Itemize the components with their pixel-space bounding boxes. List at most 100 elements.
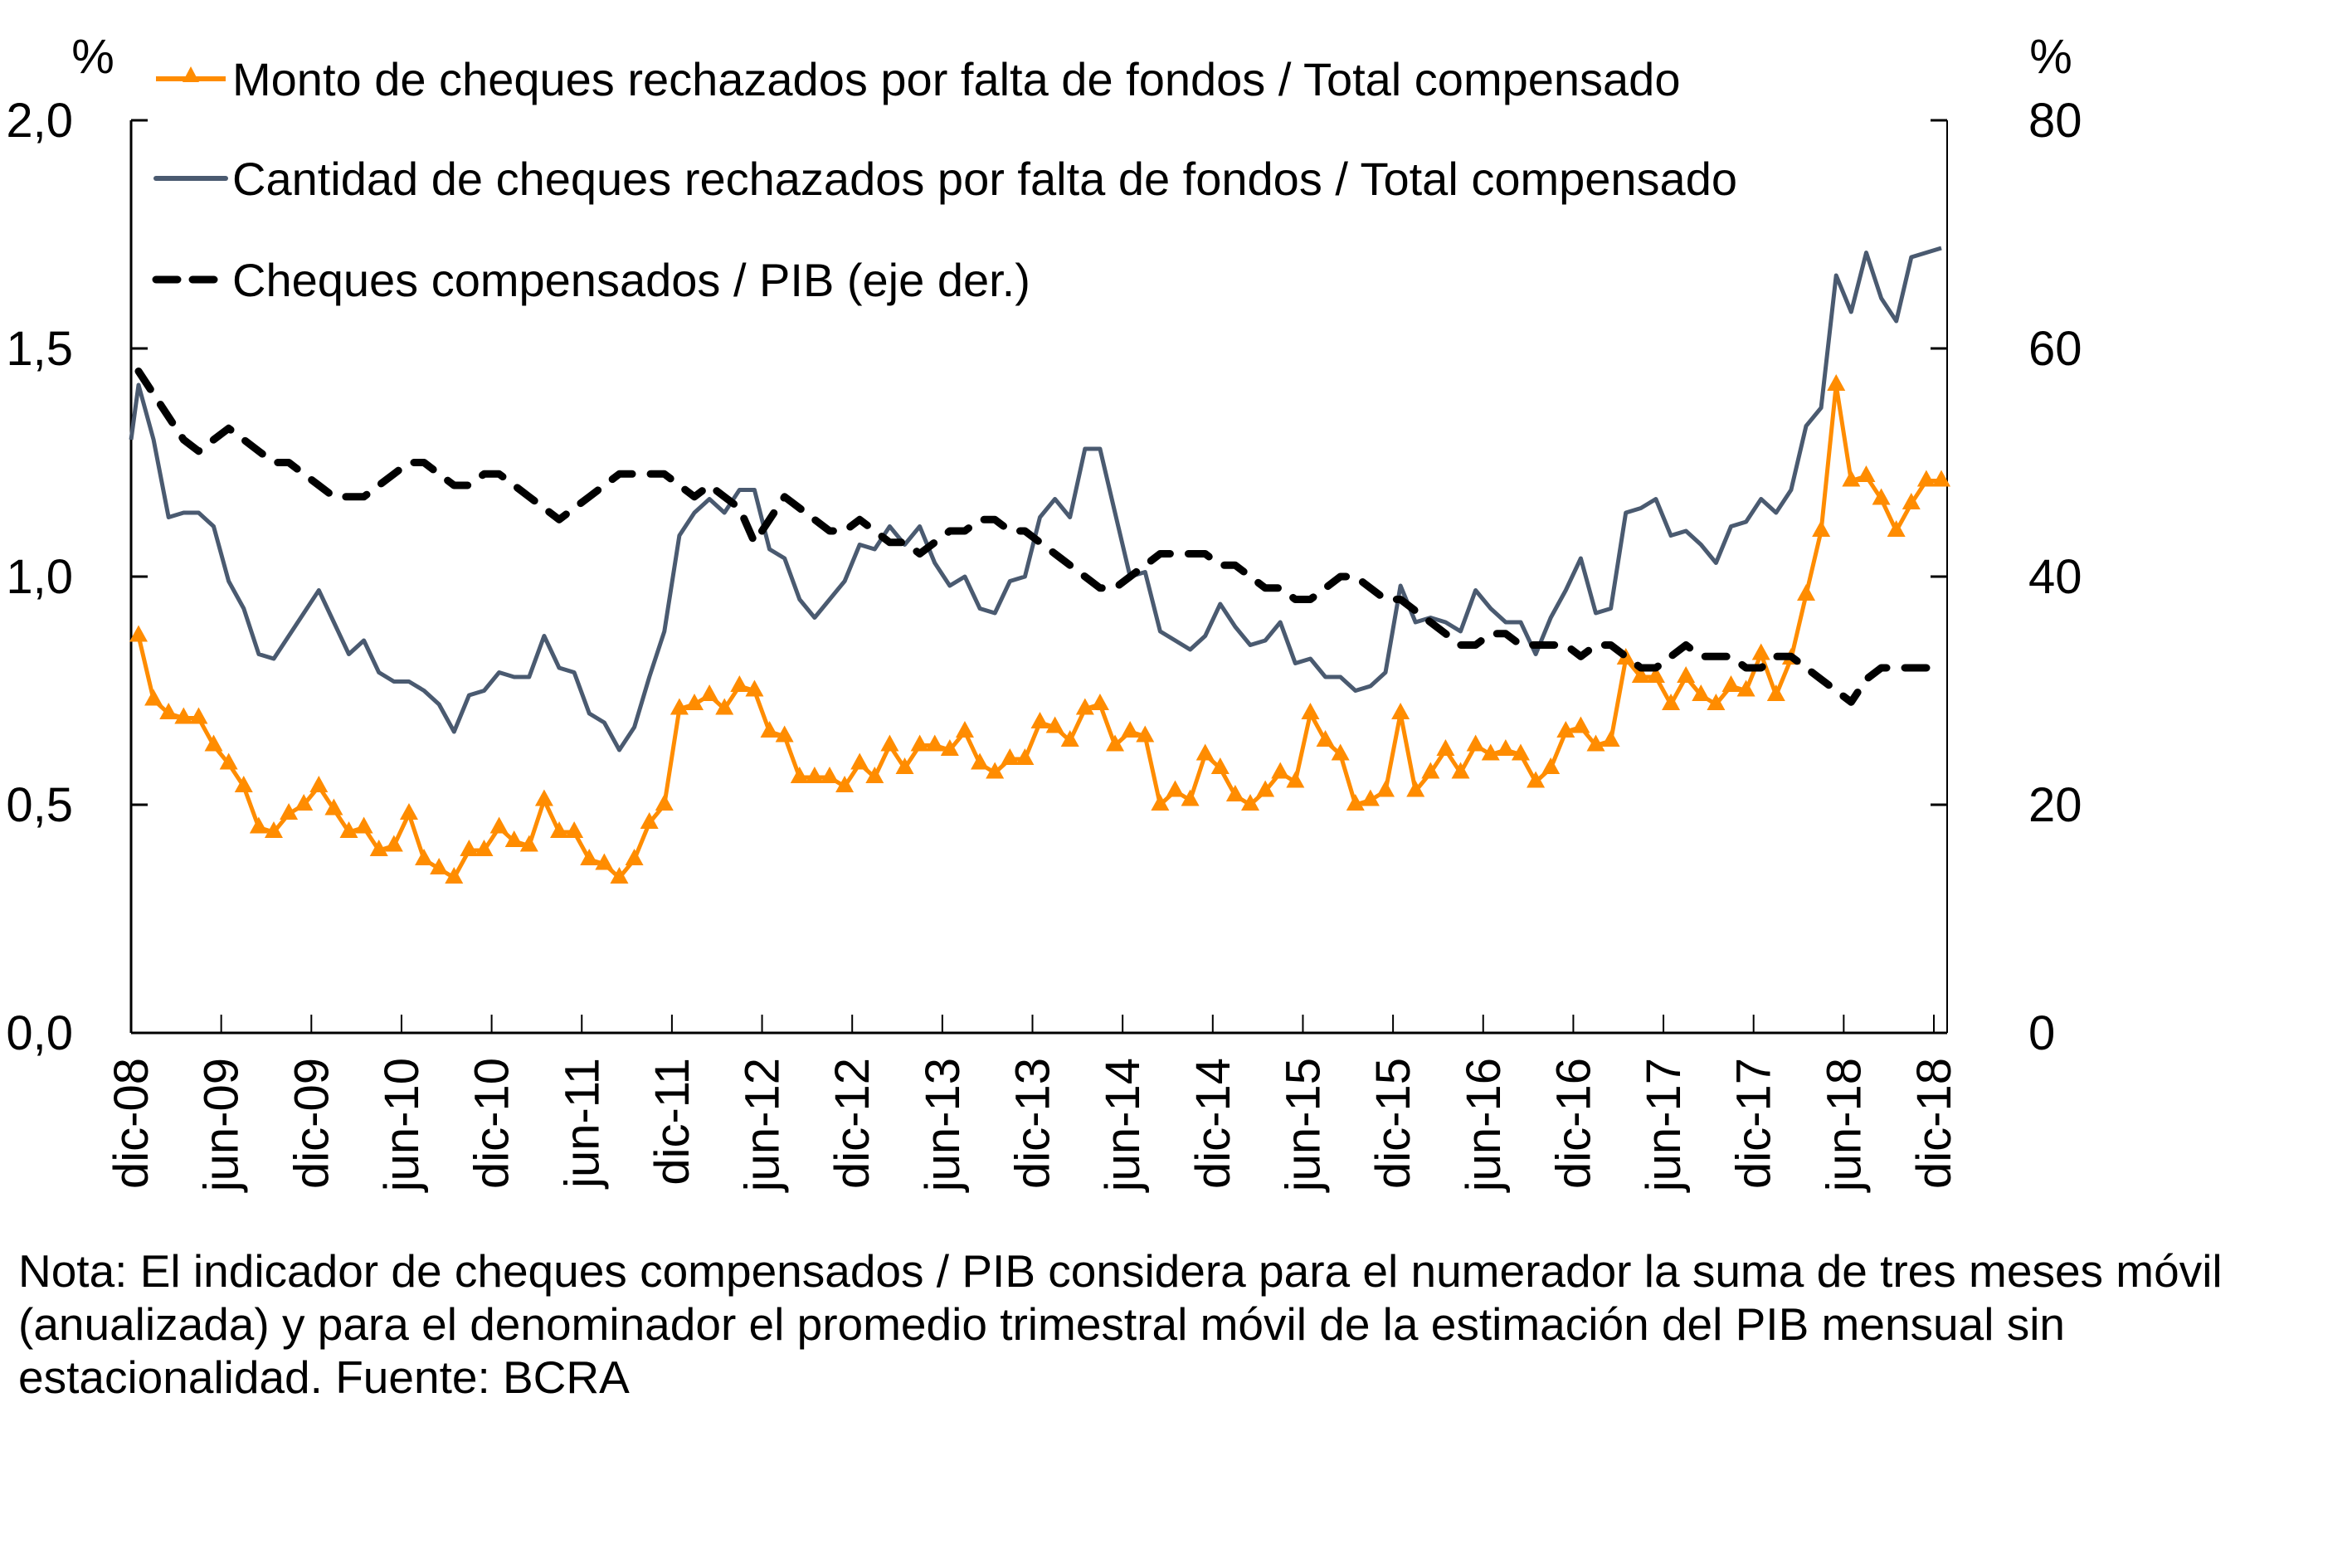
data-point-monto (550, 821, 569, 838)
data-point-monto (1857, 465, 1876, 482)
data-point-monto (685, 694, 704, 710)
data-point-monto (1421, 762, 1440, 779)
data-point-monto (565, 821, 584, 838)
data-point-monto (1075, 698, 1094, 715)
data-point-monto (295, 794, 314, 811)
data-point-monto (174, 707, 193, 724)
legend-item-cantidad: Cantidad de cheques rechazados por falta… (153, 153, 1737, 205)
data-point-monto (1662, 694, 1681, 710)
x-tick-label: jun-12 (736, 1058, 790, 1193)
data-point-monto (354, 816, 373, 834)
data-point-monto (399, 803, 418, 820)
x-tick-label: jun-10 (375, 1058, 429, 1193)
data-point-monto (1210, 757, 1230, 774)
y-right-tick-label: 0 (2028, 1006, 2055, 1060)
data-point-monto (580, 849, 599, 865)
x-tick-label: jun-14 (1096, 1058, 1150, 1193)
data-point-monto (760, 721, 779, 738)
data-point-monto (1527, 771, 1546, 788)
data-point-monto (1932, 470, 1950, 487)
data-point-monto (1496, 739, 1515, 756)
data-point-monto (430, 858, 449, 874)
x-tick-label: jun-11 (555, 1058, 609, 1190)
data-point-monto (880, 734, 899, 752)
data-point-monto (234, 776, 253, 792)
data-point-monto (625, 849, 644, 865)
data-point-monto (264, 821, 283, 838)
data-point-monto (1361, 789, 1380, 806)
data-point-monto (1631, 666, 1650, 683)
x-tick-label: jun-09 (195, 1058, 249, 1193)
data-point-monto (1316, 730, 1335, 747)
data-point-monto (835, 776, 855, 792)
legend-item-cheques-pib: Cheques compensados / PIB (eje der.) (152, 254, 1030, 306)
data-point-monto (144, 689, 163, 706)
legend-label-monto: Monto de cheques rechazados por falta de… (232, 53, 1680, 105)
data-point-monto (1106, 734, 1125, 752)
data-point-monto (204, 734, 223, 752)
data-point-monto (1225, 785, 1244, 801)
data-point-monto (595, 853, 614, 870)
y-left-tick-label: 0,0 (6, 1006, 73, 1060)
axes: % % 2,0 1,5 1,0 0,5 0,0 80 60 40 20 0 dic-08 jun-09 di… (6, 30, 2082, 1193)
data-point-monto (730, 675, 749, 692)
data-point-monto (1751, 643, 1770, 660)
data-point-monto (1586, 734, 1605, 752)
data-point-monto (745, 679, 764, 697)
y-left-tick-label: 2,0 (6, 94, 73, 148)
data-point-monto (655, 794, 674, 811)
data-point-monto (1181, 789, 1200, 806)
data-point-monto (790, 767, 809, 783)
y-right-tick-label: 40 (2028, 550, 2082, 604)
y-right-tick-label: 60 (2028, 322, 2082, 376)
data-point-monto (640, 812, 659, 829)
x-tick-label: dic-16 (1546, 1058, 1600, 1189)
data-point-monto (1481, 743, 1500, 761)
legend-label-cheques-pib: Cheques compensados / PIB (eje der.) (232, 254, 1030, 306)
data-point-monto (670, 698, 689, 715)
data-point-monto (339, 821, 358, 838)
data-point-monto (1195, 743, 1215, 761)
data-point-monto (1511, 743, 1530, 761)
data-point-monto (1271, 762, 1290, 779)
data-point-monto (384, 835, 403, 852)
data-point-monto (1301, 703, 1320, 719)
data-point-monto (1136, 725, 1155, 743)
data-point-monto (1346, 794, 1365, 811)
data-point-monto (189, 707, 208, 724)
data-point-monto (1812, 520, 1831, 537)
data-point-monto (1436, 739, 1455, 756)
data-point-monto (1541, 757, 1561, 774)
data-point-monto (159, 703, 178, 719)
data-point-monto (1060, 730, 1079, 747)
data-point-monto (910, 734, 929, 752)
data-point-monto (700, 684, 719, 701)
data-point-monto (1391, 703, 1410, 719)
data-point-monto (504, 830, 523, 847)
data-point-monto (971, 752, 990, 770)
x-tick-label: jun-15 (1276, 1058, 1330, 1193)
data-point-monto (1045, 716, 1064, 733)
y-right-tick-label: 20 (2028, 778, 2082, 832)
x-tick-label: dic-14 (1186, 1058, 1240, 1189)
data-point-monto (1256, 780, 1275, 797)
chart-note: Nota: El indicador de cheques compensado… (18, 1245, 2223, 1403)
data-point-monto (1872, 488, 1891, 505)
data-point-monto (1601, 730, 1620, 747)
data-point-monto (309, 776, 329, 792)
data-point-monto (1827, 374, 1846, 391)
data-point-monto (715, 698, 734, 715)
y-right-unit-label: % (2029, 30, 2072, 84)
data-point-monto (1030, 712, 1049, 728)
data-point-monto (1406, 780, 1425, 797)
data-point-monto (1376, 780, 1395, 797)
data-point-monto (1692, 684, 1711, 701)
data-point-monto (489, 816, 509, 834)
data-point-monto (1887, 520, 1906, 537)
data-point-monto (519, 835, 538, 852)
x-tick-label: dic-12 (825, 1058, 879, 1189)
data-point-monto (1646, 666, 1665, 683)
data-point-monto (1331, 743, 1350, 761)
x-tick-label: dic-10 (465, 1058, 519, 1189)
data-point-monto (1241, 794, 1260, 811)
